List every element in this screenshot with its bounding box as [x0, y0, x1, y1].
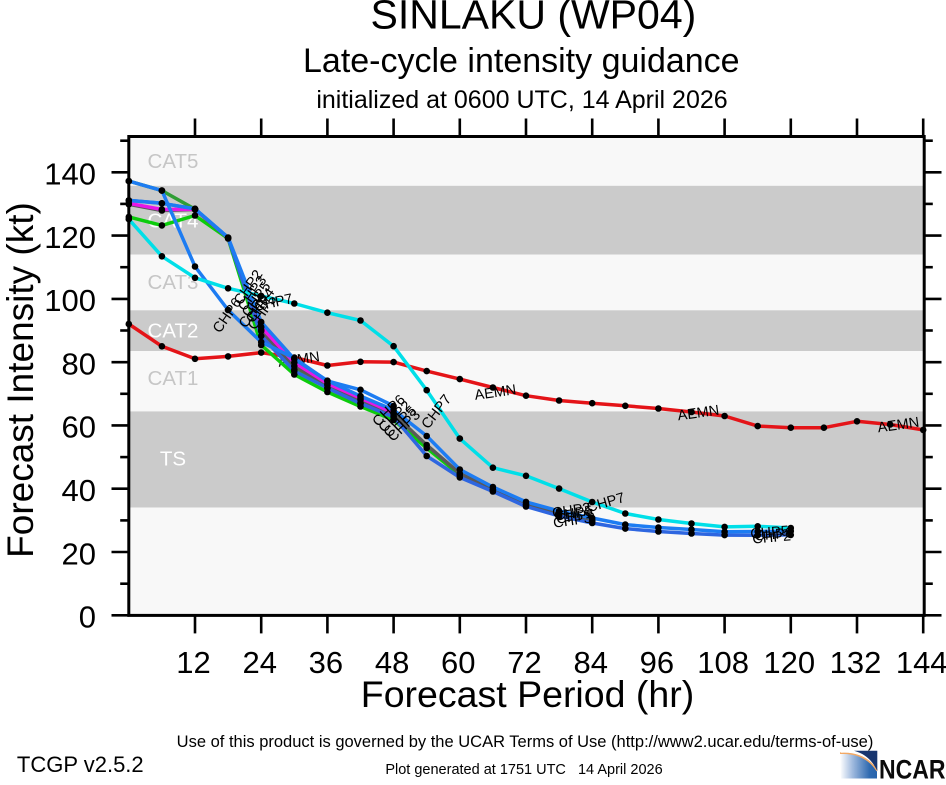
- svg-text:60: 60: [441, 645, 475, 680]
- svg-text:48: 48: [375, 645, 409, 680]
- svg-text:80: 80: [62, 347, 96, 382]
- svg-text:Use of this product is governe: Use of this product is governed by the U…: [177, 733, 874, 751]
- svg-text:0: 0: [79, 600, 96, 635]
- svg-text:144: 144: [896, 645, 946, 680]
- svg-text:100: 100: [44, 283, 96, 318]
- svg-text:120: 120: [44, 220, 96, 255]
- svg-text:108: 108: [697, 645, 749, 680]
- svg-text:CHP6: CHP6: [555, 506, 596, 527]
- svg-text:20: 20: [62, 536, 96, 571]
- svg-text:60: 60: [62, 410, 96, 445]
- svg-text:TS: TS: [160, 448, 186, 471]
- svg-text:TCGP v2.5.2: TCGP v2.5.2: [17, 752, 144, 777]
- svg-text:CHP3: CHP3: [552, 510, 593, 531]
- svg-text:SINLAKU (WP04): SINLAKU (WP04): [370, 0, 696, 38]
- svg-text:CHP2: CHP2: [551, 500, 592, 521]
- svg-text:CHP7: CHP7: [253, 291, 294, 315]
- svg-text:NCAR: NCAR: [879, 754, 946, 780]
- svg-text:CHP5: CHP5: [553, 503, 594, 524]
- svg-text:120: 120: [763, 645, 815, 680]
- svg-text:Plot generated at 1751 UTC 1: Plot generated at 1751 UTC 14 April 2026: [385, 762, 662, 778]
- svg-text:CAT5: CAT5: [148, 150, 199, 173]
- svg-text:140: 140: [44, 157, 96, 192]
- svg-text:Forecast Intensity (kt): Forecast Intensity (kt): [0, 202, 41, 558]
- svg-text:36: 36: [309, 645, 343, 680]
- svg-text:132: 132: [830, 645, 882, 680]
- svg-text:84: 84: [573, 645, 607, 680]
- svg-text:24: 24: [242, 645, 276, 680]
- svg-text:CAT3: CAT3: [148, 271, 199, 294]
- svg-text:CAT1: CAT1: [148, 367, 199, 390]
- svg-text:AEMN: AEMN: [677, 403, 721, 425]
- svg-text:12: 12: [176, 645, 210, 680]
- svg-text:40: 40: [62, 473, 96, 508]
- svg-text:Forecast Period (hr): Forecast Period (hr): [361, 673, 694, 715]
- svg-text:AEMN: AEMN: [474, 382, 518, 404]
- svg-text:96: 96: [640, 645, 674, 680]
- svg-text:CHP5: CHP5: [750, 523, 790, 542]
- svg-text:CHP2: CHP2: [752, 528, 792, 547]
- svg-text:CAT2: CAT2: [148, 320, 199, 343]
- svg-text:72: 72: [507, 645, 541, 680]
- svg-text:initialized at 0600 UTC, 14 Ap: initialized at 0600 UTC, 14 April 2026: [316, 86, 727, 114]
- svg-text:Late-cycle intensity guidance: Late-cycle intensity guidance: [303, 42, 740, 80]
- svg-text:AEMN: AEMN: [877, 415, 921, 437]
- svg-text:CHP6: CHP6: [754, 525, 794, 544]
